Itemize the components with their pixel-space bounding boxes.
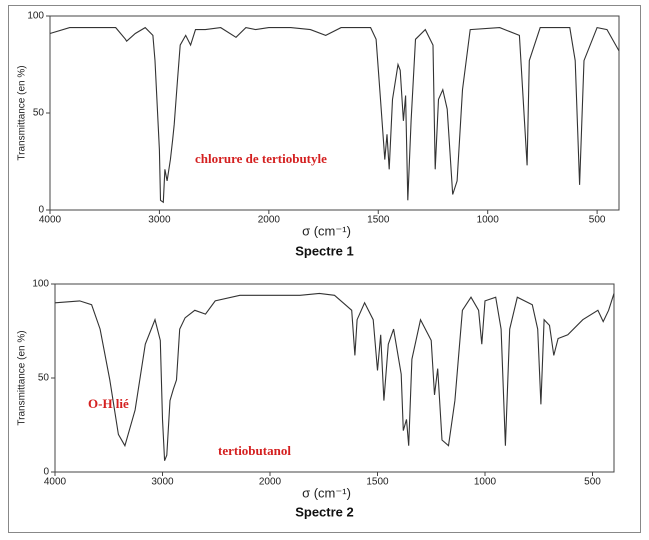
plot-area (49, 15, 620, 211)
x-tick-label: 2000 (258, 215, 281, 226)
x-tick-label: 1000 (474, 477, 497, 488)
y-tick-label: 0 (38, 205, 44, 216)
x-axis-label: σ (cm⁻¹) (302, 223, 351, 238)
x-tick-label: 3000 (151, 477, 174, 488)
y-axis-label: Transmittance (en %) (17, 330, 28, 425)
chart-title: Spectre 2 (295, 504, 354, 519)
y-tick-label: 50 (38, 373, 50, 384)
plot-area (54, 283, 615, 473)
y-tick-label: 50 (33, 108, 45, 119)
x-tick-label: 1500 (367, 215, 390, 226)
x-tick-label: 4000 (39, 215, 62, 226)
annotation: chlorure de tertiobutyle (195, 151, 327, 166)
annotation: O-H lié (88, 396, 129, 411)
x-tick-label: 2000 (259, 477, 282, 488)
x-tick-label: 500 (584, 477, 601, 488)
x-tick-label: 1000 (477, 215, 500, 226)
x-axis-label: σ (cm⁻¹) (302, 485, 351, 500)
x-tick-label: 3000 (148, 215, 171, 226)
spectrum-line (54, 292, 615, 461)
x-tick-label: 500 (589, 215, 606, 226)
y-axis-label: Transmittance (en %) (17, 65, 28, 160)
y-tick-label: 100 (32, 279, 49, 290)
spectrum-line (49, 26, 620, 204)
x-tick-label: 1500 (366, 477, 389, 488)
x-tick-label: 4000 (44, 477, 67, 488)
y-tick-label: 100 (27, 11, 44, 22)
annotation: tertiobutanol (218, 443, 291, 458)
y-tick-label: 0 (43, 467, 49, 478)
chart-title: Spectre 1 (295, 243, 354, 258)
frame (8, 5, 641, 533)
